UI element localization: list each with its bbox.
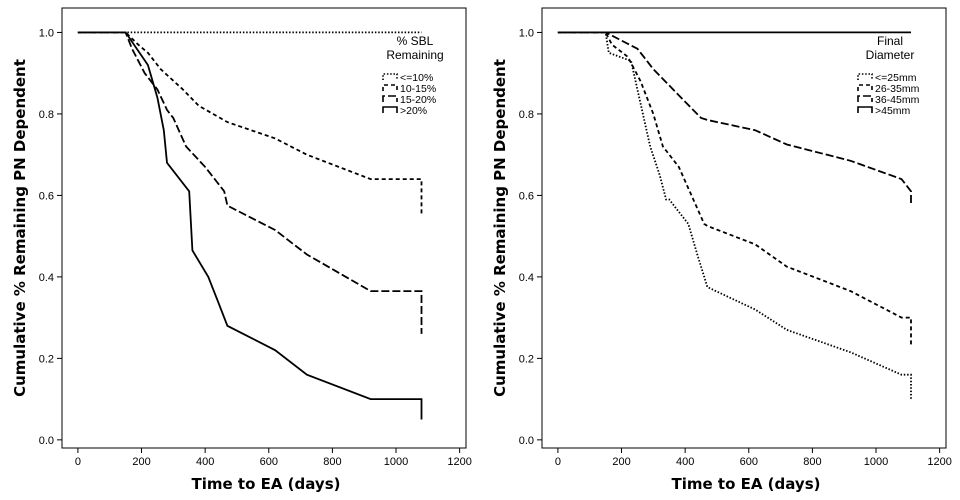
x-tick-label-0: 0 [75, 456, 81, 468]
x-tick-label-1200: 1200 [927, 456, 951, 468]
plot-frame [541, 7, 947, 449]
legend-title: Diameter [866, 48, 915, 62]
legend-swatch-45mm [857, 106, 873, 113]
series-line-15-20 [77, 31, 423, 334]
x-tick-label-400: 400 [676, 456, 694, 468]
x-tick-label-600: 600 [740, 456, 758, 468]
legend-label-45mm: >45mm [875, 105, 911, 117]
y-axis-title: Cumulative % Remaining PN Dependent [491, 59, 509, 397]
series-line-25mm [557, 31, 912, 400]
x-tick-label-1200: 1200 [447, 456, 471, 468]
series-line-10-15 [77, 31, 423, 216]
y-tick-label-1-0: 1.0 [39, 27, 54, 39]
legend-title: Final [877, 34, 903, 48]
legend-label-25mm: <=25mm [875, 72, 917, 84]
legend-swatch-36-45mm [857, 95, 873, 102]
legend-label-10-15: 10-15% [400, 83, 436, 95]
legend-label-26-35mm: 26-35mm [875, 83, 920, 95]
y-tick-label-0-0: 0.0 [519, 435, 534, 447]
x-axis-title: Time to EA (days) [672, 475, 821, 493]
y-tick-label-0-2: 0.2 [39, 353, 54, 365]
plot-frame [61, 7, 467, 449]
y-tick-label-0-8: 0.8 [39, 109, 54, 121]
x-tick-label-800: 800 [803, 456, 821, 468]
y-tick-label-0-8: 0.8 [519, 109, 534, 121]
right-chart-panel: 0 200 400 600 800 1000 1200 0.0 0.2 0.4 0.6 0.8 1.0 T… [491, 7, 952, 493]
left-chart-panel: 0 200 400 600 800 1000 1200 0.0 0.2 0.4 0.6 0.8 1.0 T… [11, 7, 472, 493]
y-tick-label-0-6: 0.6 [39, 190, 54, 202]
y-tick-label-0-6: 0.6 [519, 190, 534, 202]
y-tick-label-1-0: 1.0 [519, 27, 534, 39]
legend-swatch-15-20 [382, 95, 398, 102]
series-line-20 [77, 31, 423, 420]
x-tick-label-0: 0 [555, 456, 561, 468]
legend-swatch-25mm [857, 73, 873, 80]
y-tick-label-0-0: 0.0 [39, 435, 54, 447]
y-tick-label-0-4: 0.4 [39, 272, 54, 284]
legend-label-15-20: 15-20% [400, 94, 436, 106]
legend-swatch-10 [382, 73, 398, 80]
legend-swatch-20 [382, 106, 398, 113]
y-axis-title: Cumulative % Remaining PN Dependent [11, 59, 29, 397]
x-tick-label-800: 800 [323, 456, 341, 468]
y-tick-label-0-2: 0.2 [519, 353, 534, 365]
x-tick-label-1000: 1000 [864, 456, 888, 468]
x-tick-label-1000: 1000 [384, 456, 408, 468]
x-tick-label-600: 600 [260, 456, 278, 468]
legend-label-20: >20% [400, 105, 427, 117]
series-line-36-45mm [557, 31, 912, 204]
y-tick-label-0-4: 0.4 [519, 272, 534, 284]
x-tick-label-200: 200 [132, 456, 150, 468]
x-tick-label-200: 200 [612, 456, 630, 468]
legend-swatch-26-35mm [857, 84, 873, 91]
legend-label-36-45mm: 36-45mm [875, 94, 920, 106]
legend-title: Remaining [386, 48, 443, 62]
legend-label-10: <=10% [400, 72, 433, 84]
x-tick-label-400: 400 [196, 456, 214, 468]
legend-swatch-10-15 [382, 84, 398, 91]
x-axis-title: Time to EA (days) [192, 475, 341, 493]
legend-title: % SBL [397, 34, 434, 48]
